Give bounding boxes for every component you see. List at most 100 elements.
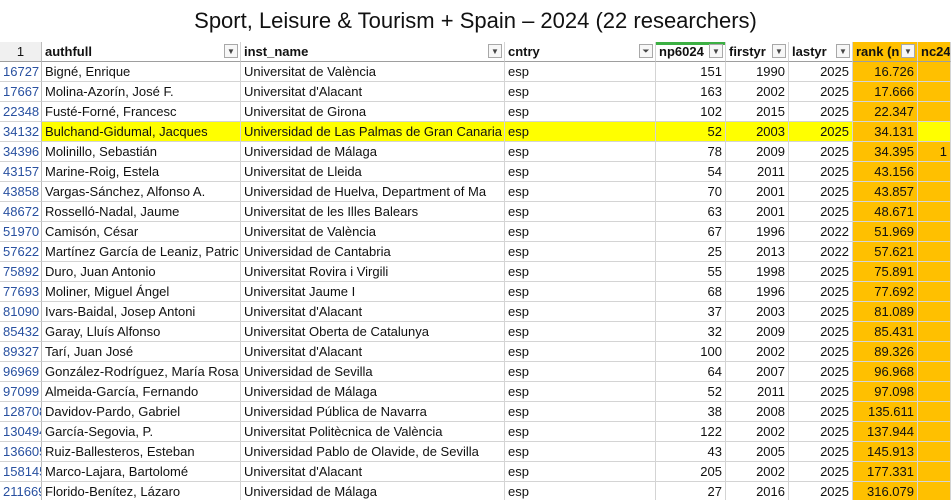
- cell-firstyr[interactable]: 2009: [726, 142, 789, 162]
- row-number[interactable]: 1: [0, 42, 42, 62]
- cell-inst-name[interactable]: Universidad de Cantabria: [241, 242, 505, 262]
- cell-np6024[interactable]: 38: [656, 402, 726, 422]
- cell-inst-name[interactable]: Universitat d'Alacant: [241, 82, 505, 102]
- cell-nc[interactable]: [918, 482, 951, 500]
- cell-np6024[interactable]: 70: [656, 182, 726, 202]
- column-header-np6024[interactable]: np6024 ▼: [656, 42, 726, 62]
- cell-rank[interactable]: 316.079: [853, 482, 918, 500]
- cell-inst-name[interactable]: Universitat d'Alacant: [241, 342, 505, 362]
- cell-rank[interactable]: 51.969: [853, 222, 918, 242]
- cell-inst-name[interactable]: Universitat Jaume I: [241, 282, 505, 302]
- cell-nc[interactable]: [918, 322, 951, 342]
- cell-firstyr[interactable]: 1998: [726, 262, 789, 282]
- cell-rank[interactable]: 57.621: [853, 242, 918, 262]
- row-number[interactable]: 43858: [0, 182, 42, 202]
- cell-firstyr[interactable]: 2002: [726, 342, 789, 362]
- cell-np6024[interactable]: 54: [656, 162, 726, 182]
- cell-np6024[interactable]: 43: [656, 442, 726, 462]
- cell-lastyr[interactable]: 2025: [789, 162, 853, 182]
- cell-lastyr[interactable]: 2025: [789, 182, 853, 202]
- cell-np6024[interactable]: 64: [656, 362, 726, 382]
- cell-nc[interactable]: [918, 442, 951, 462]
- cell-inst-name[interactable]: Universitat d'Alacant: [241, 462, 505, 482]
- cell-authfull[interactable]: Ivars-Baidal, Josep Antoni: [42, 302, 241, 322]
- cell-cntry[interactable]: esp: [505, 82, 656, 102]
- cell-firstyr[interactable]: 2003: [726, 122, 789, 142]
- cell-inst-name[interactable]: Universitat de les Illes Balears: [241, 202, 505, 222]
- cell-cntry[interactable]: esp: [505, 102, 656, 122]
- row-number[interactable]: 34396: [0, 142, 42, 162]
- cell-firstyr[interactable]: 2016: [726, 482, 789, 500]
- filter-icon[interactable]: ⏷: [639, 44, 653, 58]
- row-number[interactable]: 22348: [0, 102, 42, 122]
- cell-inst-name[interactable]: Universitat d'Alacant: [241, 302, 505, 322]
- cell-inst-name[interactable]: Universidad de Málaga: [241, 142, 505, 162]
- cell-lastyr[interactable]: 2025: [789, 402, 853, 422]
- cell-authfull[interactable]: Moliner, Miguel Ángel: [42, 282, 241, 302]
- cell-nc[interactable]: [918, 122, 951, 142]
- cell-authfull[interactable]: González-Rodríguez, María Rosa: [42, 362, 241, 382]
- cell-lastyr[interactable]: 2025: [789, 462, 853, 482]
- row-number[interactable]: 97099: [0, 382, 42, 402]
- cell-np6024[interactable]: 32: [656, 322, 726, 342]
- cell-cntry[interactable]: esp: [505, 142, 656, 162]
- cell-rank[interactable]: 97.098: [853, 382, 918, 402]
- row-number[interactable]: 48672: [0, 202, 42, 222]
- cell-np6024[interactable]: 27: [656, 482, 726, 500]
- cell-nc[interactable]: [918, 222, 951, 242]
- cell-nc[interactable]: [918, 302, 951, 322]
- cell-cntry[interactable]: esp: [505, 202, 656, 222]
- cell-nc[interactable]: [918, 282, 951, 302]
- cell-cntry[interactable]: esp: [505, 482, 656, 500]
- cell-nc[interactable]: [918, 362, 951, 382]
- cell-lastyr[interactable]: 2025: [789, 342, 853, 362]
- cell-firstyr[interactable]: 2002: [726, 462, 789, 482]
- cell-authfull[interactable]: Florido-Benítez, Lázaro: [42, 482, 241, 500]
- cell-authfull[interactable]: Camisón, César: [42, 222, 241, 242]
- cell-lastyr[interactable]: 2025: [789, 102, 853, 122]
- row-number[interactable]: 85432: [0, 322, 42, 342]
- cell-lastyr[interactable]: 2025: [789, 202, 853, 222]
- cell-authfull[interactable]: Tarí, Juan José: [42, 342, 241, 362]
- cell-inst-name[interactable]: Universidad de Huelva, Department of Ma: [241, 182, 505, 202]
- cell-nc[interactable]: [918, 62, 951, 82]
- cell-cntry[interactable]: esp: [505, 62, 656, 82]
- cell-authfull[interactable]: Marine-Roig, Estela: [42, 162, 241, 182]
- cell-rank[interactable]: 85.431: [853, 322, 918, 342]
- cell-firstyr[interactable]: 2009: [726, 322, 789, 342]
- cell-rank[interactable]: 81.089: [853, 302, 918, 322]
- cell-authfull[interactable]: Molinillo, Sebastián: [42, 142, 241, 162]
- cell-firstyr[interactable]: 1990: [726, 62, 789, 82]
- cell-lastyr[interactable]: 2025: [789, 282, 853, 302]
- cell-np6024[interactable]: 55: [656, 262, 726, 282]
- cell-nc[interactable]: [918, 342, 951, 362]
- row-number[interactable]: 89327: [0, 342, 42, 362]
- dropdown-arrow-icon[interactable]: ▼: [709, 44, 723, 58]
- cell-np6024[interactable]: 78: [656, 142, 726, 162]
- cell-authfull[interactable]: Molina-Azorín, José F.: [42, 82, 241, 102]
- cell-np6024[interactable]: 63: [656, 202, 726, 222]
- cell-rank[interactable]: 34.131: [853, 122, 918, 142]
- cell-np6024[interactable]: 68: [656, 282, 726, 302]
- cell-inst-name[interactable]: Universitat Rovira i Virgili: [241, 262, 505, 282]
- cell-firstyr[interactable]: 2015: [726, 102, 789, 122]
- cell-inst-name[interactable]: Universidad de Sevilla: [241, 362, 505, 382]
- cell-nc[interactable]: [918, 422, 951, 442]
- cell-nc[interactable]: 1: [918, 142, 951, 162]
- cell-authfull[interactable]: Vargas-Sánchez, Alfonso A.: [42, 182, 241, 202]
- cell-rank[interactable]: 43.857: [853, 182, 918, 202]
- cell-lastyr[interactable]: 2025: [789, 422, 853, 442]
- cell-lastyr[interactable]: 2025: [789, 482, 853, 500]
- dropdown-arrow-icon[interactable]: ▼: [772, 44, 786, 58]
- column-header-authfull[interactable]: authfull ▼: [42, 42, 241, 62]
- cell-rank[interactable]: 137.944: [853, 422, 918, 442]
- row-number[interactable]: 17667: [0, 82, 42, 102]
- cell-cntry[interactable]: esp: [505, 342, 656, 362]
- column-header-inst-name[interactable]: inst_name ▼: [241, 42, 505, 62]
- cell-inst-name[interactable]: Universidad Pública de Navarra: [241, 402, 505, 422]
- cell-nc[interactable]: [918, 242, 951, 262]
- cell-firstyr[interactable]: 1996: [726, 282, 789, 302]
- cell-firstyr[interactable]: 2011: [726, 382, 789, 402]
- row-number[interactable]: 51970: [0, 222, 42, 242]
- row-number[interactable]: 81090: [0, 302, 42, 322]
